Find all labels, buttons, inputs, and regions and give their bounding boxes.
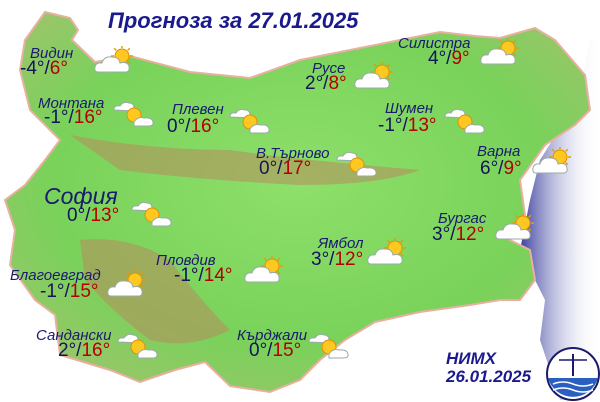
- sun-behind-cloud-icon: [530, 146, 574, 177]
- sun-behind-cloud-icon: [242, 255, 286, 286]
- partly-cloudy-icon: [307, 330, 351, 360]
- partly-cloudy-icon: [130, 198, 174, 228]
- min-temp: 0°: [167, 116, 186, 137]
- max-temp: 12°: [334, 249, 364, 270]
- city-temperatures: 0°/15°: [249, 340, 302, 361]
- sun-behind-cloud-icon: [352, 61, 396, 92]
- max-temp: 15°: [69, 281, 99, 302]
- max-temp: 17°: [282, 158, 312, 179]
- sun-behind-cloud-icon: [92, 45, 136, 76]
- city-temperatures: -1°/13°: [378, 115, 437, 136]
- max-temp: 12°: [455, 224, 485, 245]
- sun-behind-cloud-icon: [478, 37, 522, 68]
- max-temp: 15°: [272, 340, 302, 361]
- city-name: Бургас: [438, 210, 487, 227]
- min-temp: 3°: [311, 249, 330, 270]
- city-name: Благоевград: [10, 267, 101, 284]
- nimh-logo: [546, 347, 600, 401]
- partly-cloudy-icon: [116, 330, 160, 360]
- min-temp: 2°: [305, 73, 324, 94]
- min-temp: 6°: [480, 158, 499, 179]
- mountains: [70, 135, 420, 344]
- min-temp: 4°: [428, 48, 447, 69]
- min-temp: -1°: [378, 115, 403, 136]
- max-temp: 16°: [190, 116, 220, 137]
- city-name: Видин: [30, 45, 74, 62]
- min-temp: -1°: [44, 107, 69, 128]
- sun-behind-cloud-icon: [365, 237, 409, 268]
- city-temperatures: 3°/12°: [432, 224, 485, 245]
- city-name: Варна: [477, 143, 521, 160]
- max-temp: 13°: [407, 115, 437, 136]
- city-name: Кърджали: [237, 327, 308, 344]
- city-name: Шумен: [385, 100, 434, 117]
- partly-cloudy-icon: [228, 105, 272, 135]
- city-temperatures: 4°/9°: [428, 48, 470, 69]
- city-temperatures: 0°/17°: [259, 158, 312, 179]
- city-name: Монтана: [38, 95, 105, 112]
- city-name: Ямбол: [318, 235, 364, 252]
- city-temperatures: -1°/14°: [174, 265, 233, 286]
- issued-date: 26.01.2025: [446, 367, 532, 386]
- issuer-name: НИМХ: [446, 349, 497, 368]
- partly-cloudy-icon: [335, 148, 379, 178]
- city-name: В.Търново: [256, 145, 330, 162]
- city-temperatures: -1°/16°: [44, 107, 103, 128]
- min-temp: 3°: [432, 224, 451, 245]
- min-temp: -4°: [20, 58, 45, 79]
- max-temp: 9°: [451, 48, 470, 69]
- city-temperatures: 2°/16°: [58, 340, 111, 361]
- max-temp: 9°: [503, 158, 522, 179]
- min-temp: 0°: [249, 340, 268, 361]
- min-temp: 0°: [67, 205, 86, 226]
- city-name: Плевен: [172, 101, 224, 118]
- city-temperatures: 0°/13°: [67, 205, 120, 226]
- city-name: Силистра: [398, 35, 471, 52]
- city-temperatures: 3°/12°: [311, 249, 364, 270]
- partly-cloudy-icon: [112, 98, 156, 128]
- max-temp: 14°: [203, 265, 233, 286]
- forecast-title: Прогноза за 27.01.2025: [108, 8, 359, 33]
- black-sea: [520, 40, 600, 400]
- min-temp: -1°: [40, 281, 65, 302]
- city-name: София: [44, 183, 118, 209]
- city-name: Сандански: [36, 327, 112, 344]
- partly-cloudy-icon: [443, 105, 487, 135]
- sun-behind-cloud-icon: [493, 212, 537, 243]
- city-temperatures: 6°/9°: [480, 158, 522, 179]
- city-name: Русе: [312, 60, 346, 77]
- city-temperatures: -1°/15°: [40, 281, 99, 302]
- city-temperatures: 0°/16°: [167, 116, 220, 137]
- max-temp: 6°: [49, 58, 68, 79]
- max-temp: 8°: [328, 73, 347, 94]
- city-name: Пловдив: [156, 252, 216, 269]
- max-temp: 16°: [73, 107, 103, 128]
- issuer-block: НИМХ 26.01.2025: [446, 350, 531, 386]
- city-temperatures: 2°/8°: [305, 73, 347, 94]
- sun-behind-cloud-icon: [105, 269, 149, 300]
- max-temp: 13°: [90, 205, 120, 226]
- city-temperatures: -4°/6°: [20, 58, 68, 79]
- min-temp: 0°: [259, 158, 278, 179]
- max-temp: 16°: [81, 340, 111, 361]
- min-temp: -1°: [174, 265, 199, 286]
- min-temp: 2°: [58, 340, 77, 361]
